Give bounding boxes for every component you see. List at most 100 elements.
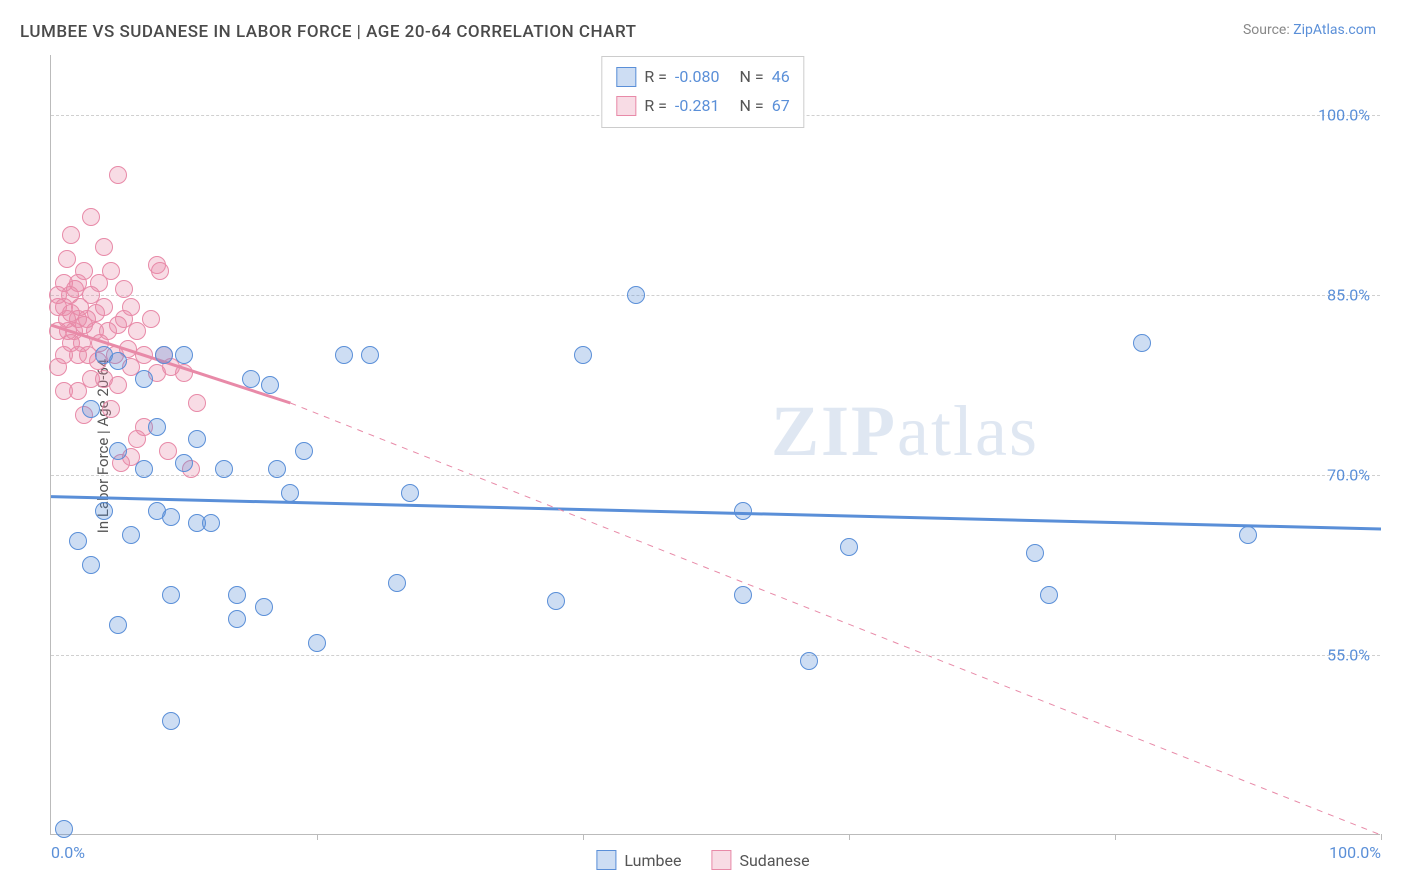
data-point-lumbee [734,586,752,604]
data-point-sudanese [62,226,80,244]
data-point-lumbee [281,484,299,502]
legend-row-lumbee: R = -0.080 N = 46 [616,63,789,92]
data-point-sudanese [109,376,127,394]
lumbee-r-value: -0.080 [675,63,720,92]
r-label: R = [644,92,667,121]
legend-swatch-lumbee [596,850,616,870]
data-point-lumbee [155,346,173,364]
watermark-light: atlas [897,391,1039,471]
data-point-lumbee [175,454,193,472]
data-point-lumbee [1133,334,1151,352]
data-point-lumbee [162,586,180,604]
data-point-lumbee [361,346,379,364]
data-point-lumbee [1239,526,1257,544]
source-label: Source: [1243,22,1290,38]
data-point-sudanese [175,364,193,382]
y-tick-label: 100.0% [1318,106,1370,125]
data-point-lumbee [734,502,752,520]
data-point-lumbee [261,376,279,394]
x-tick-mark [317,834,318,840]
regression-line [51,497,1381,529]
data-point-lumbee [627,286,645,304]
data-point-lumbee [840,538,858,556]
y-tick-label: 70.0% [1327,466,1370,485]
legend-correlation: R = -0.080 N = 46 R = -0.281 N = 67 [601,56,804,128]
data-point-sudanese [102,262,120,280]
data-point-lumbee [95,502,113,520]
sudanese-r-value: -0.281 [675,92,720,121]
data-point-lumbee [800,652,818,670]
data-point-sudanese [82,208,100,226]
x-tick-mark [849,834,850,840]
data-point-lumbee [109,352,127,370]
data-point-sudanese [95,298,113,316]
data-point-lumbee [109,442,127,460]
n-label: N = [740,92,764,121]
data-point-sudanese [115,280,133,298]
data-point-lumbee [135,460,153,478]
data-point-lumbee [255,598,273,616]
legend-label-lumbee: Lumbee [624,851,681,870]
data-point-lumbee [388,574,406,592]
data-point-lumbee [69,532,87,550]
data-point-lumbee [335,346,353,364]
data-point-lumbee [82,556,100,574]
legend-item-lumbee: Lumbee [596,850,681,870]
chart-svg-overlay [51,55,1381,835]
y-tick-label: 55.0% [1327,646,1370,665]
data-point-lumbee [202,514,220,532]
data-point-lumbee [308,634,326,652]
x-tick-label: 100.0% [1329,843,1381,862]
plot-area: ZIPatlas 55.0%70.0%85.0%100.0%0.0%100.0% [50,55,1380,835]
data-point-lumbee [401,484,419,502]
lumbee-n-value: 46 [772,63,790,92]
data-point-lumbee [82,400,100,418]
x-tick-label: 0.0% [51,843,85,862]
data-point-sudanese [142,310,160,328]
data-point-lumbee [242,370,260,388]
data-point-sudanese [159,442,177,460]
data-point-lumbee [295,442,313,460]
data-point-lumbee [268,460,286,478]
x-tick-mark [1381,834,1382,840]
data-point-sudanese [95,238,113,256]
data-point-lumbee [188,430,206,448]
data-point-lumbee [574,346,592,364]
x-tick-mark [1115,834,1116,840]
legend-swatch-sudanese [616,96,636,116]
gridline [51,295,1380,296]
data-point-lumbee [55,820,73,838]
data-point-sudanese [122,298,140,316]
r-label: R = [644,63,667,92]
legend-row-sudanese: R = -0.281 N = 67 [616,92,789,121]
chart-container: LUMBEE VS SUDANESE IN LABOR FORCE | AGE … [0,0,1406,892]
data-point-sudanese [135,346,153,364]
sudanese-n-value: 67 [772,92,790,121]
legend-swatch-sudanese [711,850,731,870]
legend-series: Lumbee Sudanese [596,850,809,870]
data-point-lumbee [228,610,246,628]
data-point-lumbee [547,592,565,610]
watermark-bold: ZIP [771,391,897,471]
legend-swatch-lumbee [616,67,636,87]
n-label: N = [740,63,764,92]
data-point-lumbee [1026,544,1044,562]
data-point-lumbee [162,508,180,526]
y-tick-label: 85.0% [1327,286,1370,305]
gridline [51,475,1380,476]
data-point-sudanese [109,166,127,184]
legend-label-sudanese: Sudanese [739,851,809,870]
x-tick-mark [583,834,584,840]
gridline [51,655,1380,656]
data-point-sudanese [58,250,76,268]
watermark: ZIPatlas [771,390,1039,473]
data-point-lumbee [1040,586,1058,604]
data-point-lumbee [122,526,140,544]
data-point-lumbee [135,370,153,388]
source-link[interactable]: ZipAtlas.com [1293,22,1376,38]
source-attribution: Source: ZipAtlas.com [1243,22,1376,38]
data-point-lumbee [175,346,193,364]
data-point-sudanese [188,394,206,412]
legend-item-sudanese: Sudanese [711,850,809,870]
regression-line [290,403,1381,835]
